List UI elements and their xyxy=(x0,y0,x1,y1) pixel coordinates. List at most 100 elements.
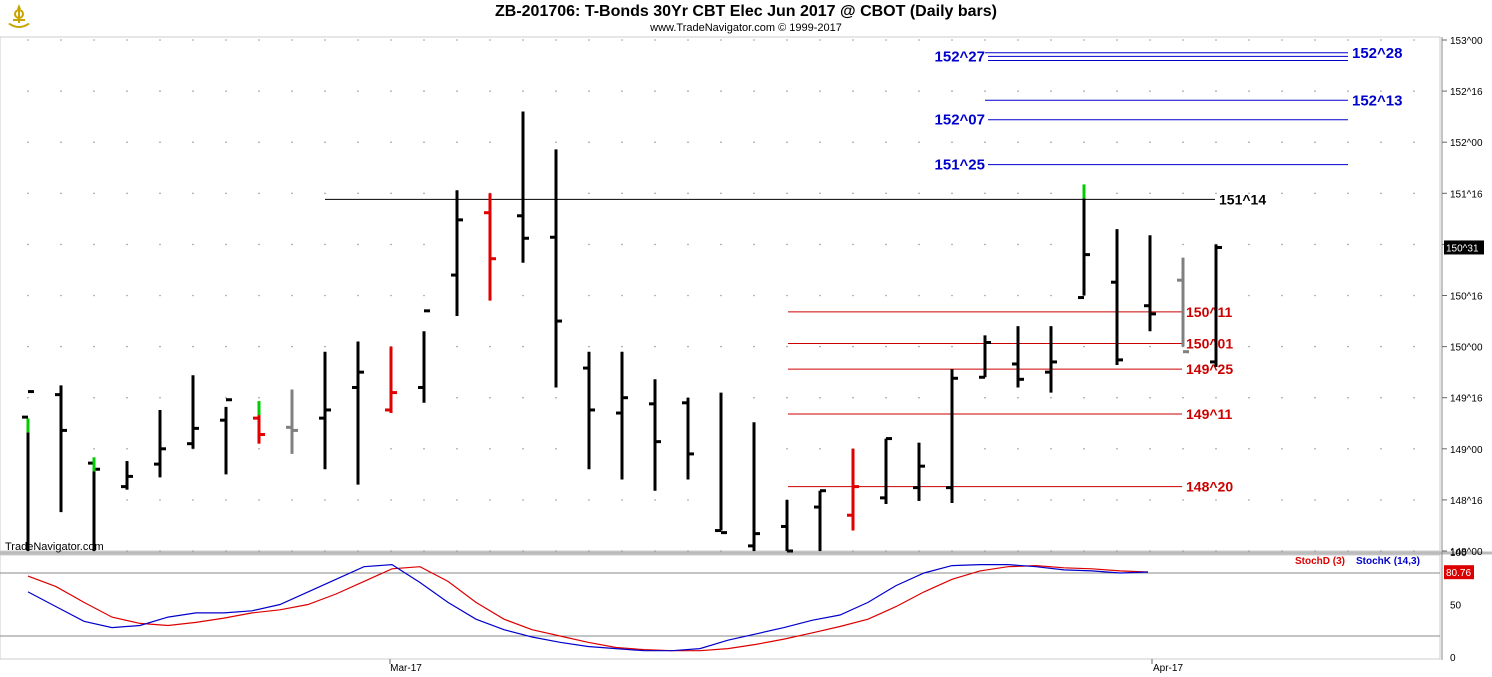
grid-dot xyxy=(1347,39,1349,41)
grid-dot xyxy=(159,141,161,143)
grid-dot xyxy=(555,499,557,501)
grid-dot xyxy=(324,192,326,195)
grid-dot xyxy=(720,550,722,552)
grid-dot xyxy=(1182,396,1184,399)
grid-dot xyxy=(786,345,788,348)
grid-dot xyxy=(291,294,293,297)
price-tick-label: 150^00 xyxy=(1450,343,1483,354)
grid-dot xyxy=(1380,90,1382,92)
grid-dot xyxy=(489,499,491,501)
grid-dot xyxy=(126,39,128,41)
grid-dot xyxy=(918,141,920,143)
grid-dot xyxy=(1314,39,1316,41)
grid-dot xyxy=(819,345,821,348)
ohlc-bar xyxy=(1210,244,1222,368)
grid-dot xyxy=(720,243,722,246)
price-levels: 152^28 152^27 152^13 152^07 151^25 151^14 150^… xyxy=(325,45,1402,495)
grid-dot xyxy=(753,294,755,297)
grid-dot xyxy=(1017,192,1019,195)
grid-dot xyxy=(1314,448,1316,450)
grid-dot xyxy=(1314,141,1316,143)
last-price-label: 150^31 xyxy=(1446,243,1479,254)
grid-dot xyxy=(357,90,359,92)
grid-dot xyxy=(192,141,194,143)
grid-dot xyxy=(291,141,293,143)
grid-dot xyxy=(423,141,425,143)
grid-dot xyxy=(819,141,821,143)
ohlc-bar xyxy=(1012,326,1024,388)
ohlc-bar xyxy=(814,489,826,551)
grid-dot xyxy=(159,499,161,501)
ohlc-bar xyxy=(88,457,100,551)
grid-dot xyxy=(93,192,95,195)
grid-dot xyxy=(324,294,326,297)
price-level-label: 151^25 xyxy=(935,157,985,174)
grid-dot xyxy=(1215,90,1217,92)
grid-dot xyxy=(720,90,722,92)
grid-dot xyxy=(60,39,62,41)
grid-dot xyxy=(654,550,656,552)
ohlc-bar xyxy=(385,346,397,414)
ohlc-bar xyxy=(55,385,67,513)
grid-dot xyxy=(1413,294,1415,297)
grid-dot xyxy=(1413,90,1415,92)
ohlc-bar xyxy=(121,461,133,490)
grid-dot xyxy=(1380,192,1382,195)
grid-dot xyxy=(588,39,590,41)
price-level-label: 152^27 xyxy=(935,48,985,65)
ohlc-bar xyxy=(154,409,166,478)
grid-dot xyxy=(1083,448,1085,450)
grid-dot xyxy=(60,294,62,297)
grid-dot xyxy=(1182,499,1184,501)
grid-dot xyxy=(291,345,293,348)
grid-dot xyxy=(1050,396,1052,399)
grid-dot xyxy=(1083,550,1085,552)
grid-dot xyxy=(522,499,524,501)
grid-dot xyxy=(1314,90,1316,92)
grid-dot xyxy=(1347,448,1349,450)
grid-dot xyxy=(258,550,260,552)
grid-dot xyxy=(951,90,953,92)
price-tick-label: 153^00 xyxy=(1450,36,1483,47)
grid-dot xyxy=(1380,396,1382,399)
grid-dot xyxy=(1314,294,1316,297)
grid-dot xyxy=(1017,90,1019,92)
grid-dot xyxy=(60,550,62,552)
grid-dot xyxy=(984,294,986,297)
grid-dot xyxy=(258,448,260,450)
grid-dot xyxy=(291,90,293,92)
grid-dot xyxy=(1281,243,1283,246)
grid-dot xyxy=(1149,448,1151,450)
ohlc-bars xyxy=(22,111,1222,553)
grid-dot xyxy=(522,396,524,399)
grid-dot xyxy=(456,141,458,143)
grid-dot xyxy=(126,499,128,501)
grid-dot xyxy=(852,39,854,41)
grid-dot xyxy=(621,192,623,195)
ohlc-bar xyxy=(484,193,496,301)
grid-dot xyxy=(291,39,293,41)
grid-dot xyxy=(885,39,887,41)
grid-dot xyxy=(324,499,326,501)
grid-dot xyxy=(1116,550,1118,552)
grid-dot xyxy=(1215,448,1217,450)
grid-dot xyxy=(522,345,524,348)
price-tick-label: 149^00 xyxy=(1450,445,1483,456)
grid-dot xyxy=(1182,243,1184,246)
ohlc-bar xyxy=(550,149,562,388)
trade-navigator-logo-icon xyxy=(8,4,30,28)
grid-dot xyxy=(390,39,392,41)
grid-dot xyxy=(918,550,920,552)
grid-dot xyxy=(1248,448,1250,450)
grid-dot xyxy=(357,141,359,143)
grid-dot xyxy=(225,243,227,246)
grid-dot xyxy=(852,90,854,92)
grid-dot xyxy=(1380,499,1382,501)
grid-dot xyxy=(126,345,128,348)
grid-dot xyxy=(786,192,788,195)
grid-dot xyxy=(720,192,722,195)
grid-dot xyxy=(588,345,590,348)
time-tick-label: Apr-17 xyxy=(1153,663,1183,674)
price-level-label: 150^11 xyxy=(1186,304,1233,320)
